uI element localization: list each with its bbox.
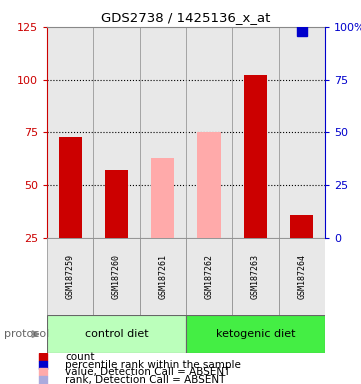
Bar <box>93 238 140 315</box>
Bar <box>140 27 186 238</box>
Text: count: count <box>65 352 95 362</box>
Bar <box>151 158 174 238</box>
Bar <box>290 215 313 238</box>
Text: GSM187261: GSM187261 <box>158 254 167 299</box>
Text: ketogenic diet: ketogenic diet <box>216 329 295 339</box>
Text: protocol: protocol <box>4 329 49 339</box>
Bar <box>186 27 232 238</box>
Bar <box>186 315 325 353</box>
Text: control diet: control diet <box>84 329 148 339</box>
Title: GDS2738 / 1425136_x_at: GDS2738 / 1425136_x_at <box>101 11 271 24</box>
Text: percentile rank within the sample: percentile rank within the sample <box>65 360 241 370</box>
Bar <box>93 27 140 238</box>
Bar <box>244 76 267 238</box>
Bar <box>186 238 232 315</box>
Bar <box>47 27 93 238</box>
Bar <box>232 238 279 315</box>
Text: GSM187259: GSM187259 <box>66 254 75 299</box>
Bar <box>279 27 325 238</box>
Text: GSM187262: GSM187262 <box>205 254 214 299</box>
Text: value, Detection Call = ABSENT: value, Detection Call = ABSENT <box>65 367 230 377</box>
Text: GSM187260: GSM187260 <box>112 254 121 299</box>
Bar <box>58 137 82 238</box>
Text: rank, Detection Call = ABSENT: rank, Detection Call = ABSENT <box>65 375 225 384</box>
Bar <box>105 170 128 238</box>
Bar <box>232 27 279 238</box>
Text: GSM187264: GSM187264 <box>297 254 306 299</box>
Bar <box>279 238 325 315</box>
Bar <box>47 315 186 353</box>
Bar <box>47 238 93 315</box>
Bar <box>197 132 221 238</box>
Bar <box>140 238 186 315</box>
Text: GSM187263: GSM187263 <box>251 254 260 299</box>
